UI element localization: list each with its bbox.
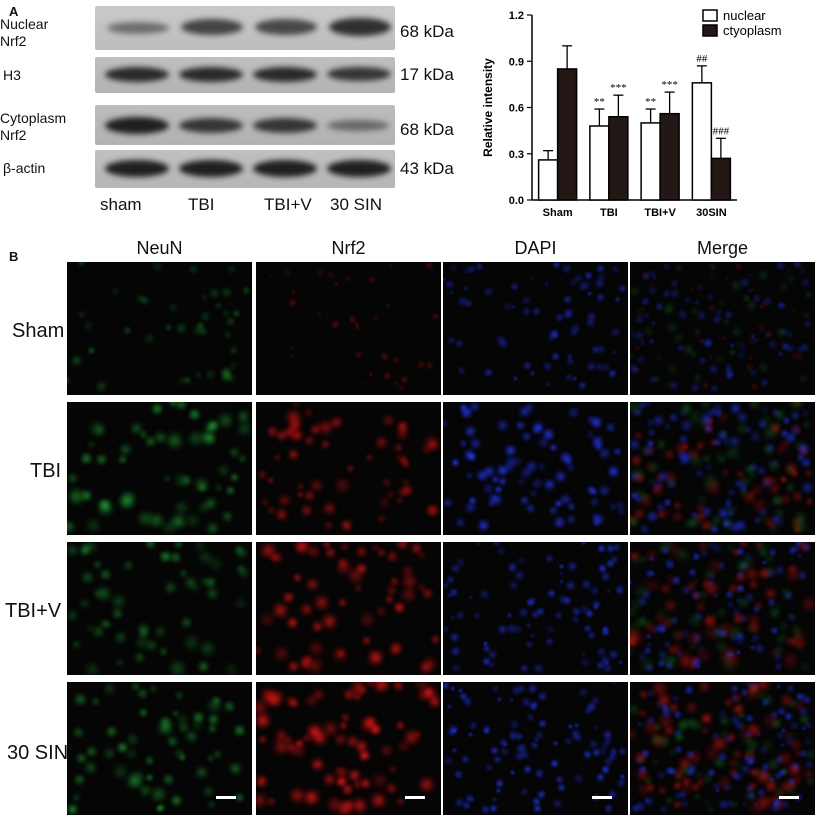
blot-label-beta-actin: β-actin [3,160,45,177]
blot-label-line: Nrf2 [0,127,27,143]
column-header-neun: NeuN [136,238,183,258]
blot-label-line: Nrf2 [0,33,27,49]
y-tick-label: 0.3 [509,149,524,161]
legend-swatch-ctyoplasm [702,24,718,37]
micrograph-neun-4 [67,682,252,815]
micrograph-neun-1 [67,262,252,395]
fluorescent-cells [630,542,631,543]
bar-ctyoplasm [710,157,732,201]
bar-nuclear [589,125,610,201]
scale-bar [592,796,612,799]
fluorescent-cells [256,682,257,683]
blot-strip-cytoplasm-nrf2 [95,105,395,145]
micrograph-merge-3 [630,542,815,675]
micrograph-nrf2-4 [256,682,441,815]
blot-label-line: Nuclear [0,16,49,32]
row-label-tbi: TBI [30,460,62,482]
significance-label: ## [696,53,708,65]
panel-b-label: B [9,249,19,264]
fluorescent-cells [256,542,257,543]
legend-label-nuclear: nuclear [723,8,766,23]
y-tick-label: 0.9 [509,56,524,68]
bar-nuclear [691,82,713,201]
scale-bar [779,796,799,799]
blot-label-line: Cytoplasm [0,110,67,126]
significance-label: *** [610,82,627,94]
row-label-tbi-v: TBI+V [5,600,62,622]
blot-label-line: β-actin [3,160,46,176]
fluorescent-cells [630,402,631,403]
significance-label: ### [713,125,730,137]
fluorescent-cells [67,402,68,403]
fluorescent-cells [256,402,257,403]
bar-nuclear [640,122,661,201]
fluorescent-cells [67,542,68,543]
bar-nuclear [537,159,559,201]
significance-label: ** [645,96,656,108]
fluorescent-cells [443,682,444,683]
micrograph-merge-4 [630,682,815,815]
legend-swatch-nuclear [702,9,718,22]
row-label-30-sin: 30 SIN [7,742,69,764]
bar-ctyoplasm [556,68,578,201]
kda-label: 68 kDa [400,22,454,41]
micrograph-merge-2 [630,402,815,535]
fluorescent-cells [67,682,68,683]
micrograph-nrf2-3 [256,542,441,675]
x-tick-label: Sham [543,207,573,219]
micrograph-dapi-2 [443,402,628,535]
significance-label: ** [594,96,605,108]
lane-label-tbi-v: TBI+V [264,195,312,214]
fluorescent-cells [443,262,444,263]
column-header-nrf2: Nrf2 [331,238,366,258]
micrograph-nrf2-2 [256,402,441,535]
lane-label-sham: sham [100,195,142,214]
micrograph-dapi-1 [443,262,628,395]
y-tick-label: 0.6 [509,103,524,115]
micrograph-nrf2-1 [256,262,441,395]
bar-ctyoplasm [608,116,629,201]
column-header-merge: Merge [696,238,749,258]
fluorescent-cells [256,262,257,263]
micrograph-neun-3 [67,542,252,675]
micrograph-neun-2 [67,402,252,535]
scale-bar [216,796,236,799]
legend-label-ctyoplasm: ctyoplasm [723,23,782,38]
row-label-sham: Sham [12,320,65,342]
y-tick-label: 0.0 [509,195,524,207]
fluorescent-cells [630,262,631,263]
column-header-dapi: DAPI [514,238,557,258]
blot-label-cytoplasm-nrf2: Cytoplasm Nrf2 [0,110,66,144]
micrograph-dapi-3 [443,542,628,675]
panel-a-label: A [9,4,19,19]
blot-label-h3: H3 [3,67,21,84]
x-tick-label: TBI+V [644,207,676,219]
fluorescent-cells [443,542,444,543]
kda-label: 68 kDa [400,120,454,139]
fluorescent-cells [630,682,631,683]
kda-label: 17 kDa [400,65,454,84]
x-tick-label: TBI [600,207,618,219]
x-tick-label: 30SIN [696,207,727,219]
y-tick-label: 1.2 [509,10,524,22]
blot-strip-h3 [95,57,395,93]
blot-strip-beta-actin [95,150,395,188]
micrograph-dapi-4 [443,682,628,815]
bar-ctyoplasm [659,112,680,201]
fluorescent-cells [443,402,444,403]
blot-label-nuclear-nrf2: Nuclear Nrf2 [0,16,48,50]
blot-strip-nuclear-nrf2 [95,6,395,50]
micrograph-merge-1 [630,262,815,395]
lane-label-30-sin: 30 SIN [330,195,382,214]
fluorescent-cells [67,262,68,263]
scale-bar [405,796,425,799]
lane-label-tbi: TBI [188,195,215,214]
blot-label-line: H3 [3,67,21,83]
kda-label: 43 kDa [400,159,454,178]
y-axis-label: Relative intensity [481,58,495,157]
significance-label: *** [661,79,678,91]
